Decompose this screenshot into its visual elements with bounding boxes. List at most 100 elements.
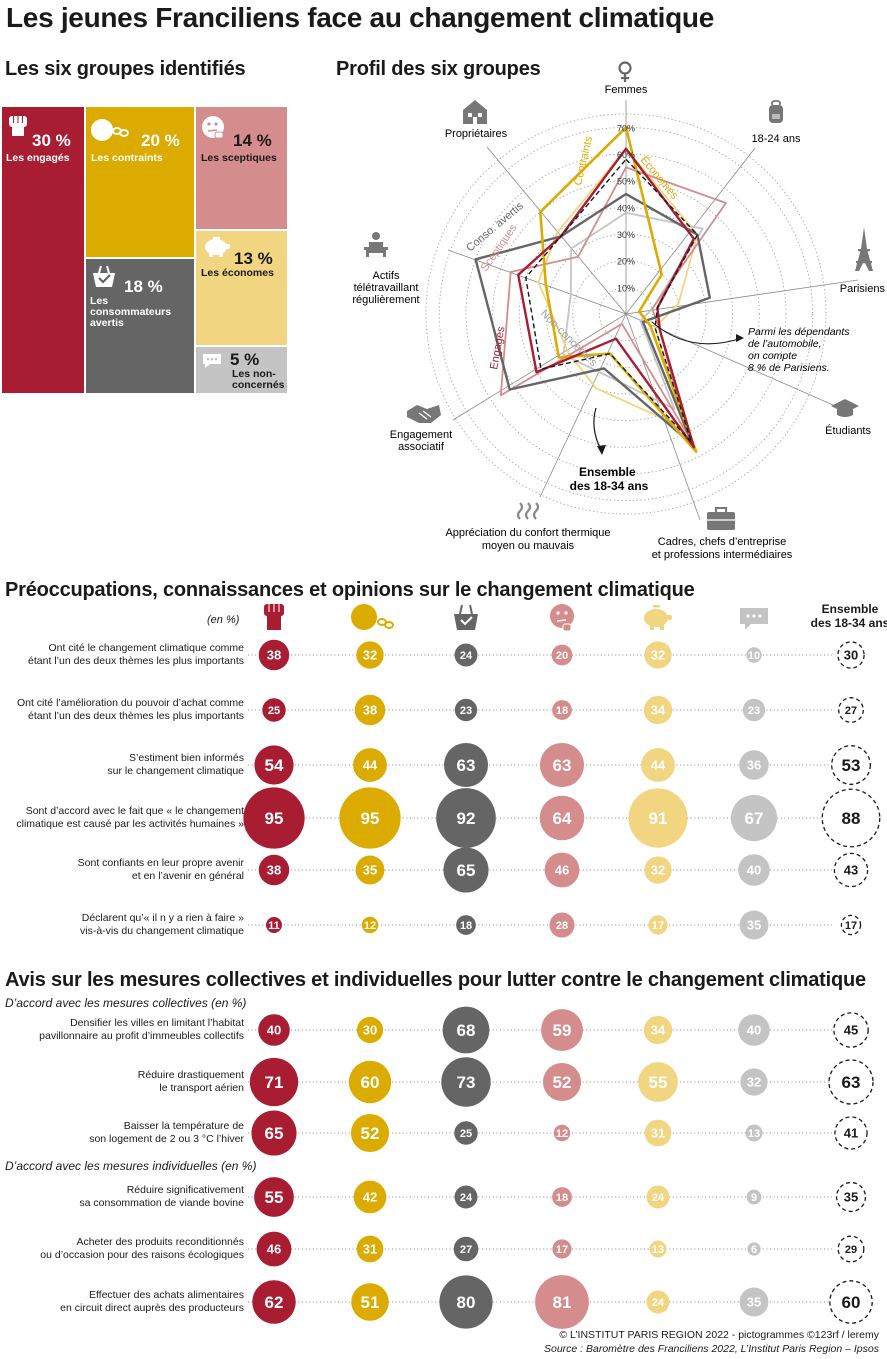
value-bubble	[258, 639, 290, 671]
ball-and-chain-icon	[91, 119, 129, 141]
pct-engages: 30 %	[32, 131, 71, 150]
value-label: 63	[457, 756, 476, 775]
row-label-line: étant l’un des deux thèmes les plus impo…	[28, 710, 244, 722]
value-label: 40	[747, 863, 761, 878]
axis-label-confort: Appréciation du confort thermique moyen o…	[445, 527, 610, 552]
pct-sceptiques: 14 %	[233, 131, 272, 150]
value-bubble	[746, 647, 762, 663]
value-bubble	[454, 1185, 478, 1209]
radar-axis	[539, 313, 627, 498]
value-label: 13	[652, 1244, 664, 1256]
radar-chart: 10%20%30%40%50%60%70% Femmes 1	[352, 61, 885, 561]
radar-axis	[447, 249, 627, 315]
label-engages: Les engagés	[6, 152, 70, 164]
value-bubble	[443, 742, 489, 788]
value-label: 54	[265, 756, 284, 775]
value-label: 10	[748, 650, 760, 662]
value-label: 38	[363, 703, 377, 718]
value-bubble	[646, 1290, 670, 1314]
value-label: 65	[457, 861, 476, 880]
axis-label-femmes: Femmes	[605, 84, 648, 96]
house-icon	[463, 100, 487, 124]
radar-axis	[452, 313, 627, 421]
value-label: 40	[267, 1023, 281, 1038]
value-bubble	[258, 1014, 290, 1046]
value-label: 18	[460, 920, 472, 932]
briefcase-icon	[707, 507, 735, 530]
row-label-line: vis-à-vis du changement climatique	[80, 925, 244, 937]
value-label: 91	[649, 809, 668, 828]
tile-consommateurs: 18 % Les consommateurs avertis	[86, 259, 194, 393]
value-bubble	[456, 915, 476, 935]
piggy-bank-icon	[644, 605, 672, 630]
value-label: 32	[747, 1075, 761, 1090]
row-label-line: Baisser la température de	[123, 1120, 244, 1132]
label-non-concernes: Les non-concernés	[232, 368, 285, 391]
value-bubble	[638, 1062, 678, 1102]
value-label: 92	[457, 809, 476, 828]
value-label: 67	[745, 809, 764, 828]
axis-label-proprietaires: Propriétaires	[445, 128, 508, 140]
handshake-icon	[407, 405, 441, 423]
fist-icon	[9, 116, 27, 136]
value-bubble	[356, 1235, 384, 1263]
row-label-line: sur le changement climatique	[107, 765, 244, 777]
value-bubble	[740, 1068, 768, 1096]
value-label: 27	[845, 705, 857, 717]
value-label: 34	[651, 1023, 666, 1038]
value-bubble	[648, 915, 668, 935]
row-label-line: Ont cité l’amélioration du pouvoir d’ach…	[16, 697, 244, 709]
ensemble-bubble	[829, 1280, 873, 1324]
tile-engages: 30 % Les engagés	[2, 107, 84, 393]
row-label: Acheter des produits reconditionnés ou d’…	[0, 1236, 244, 1262]
value-bubble	[262, 698, 286, 722]
parisiens-annotation: Parmi les dépendants de l’automobile, on…	[651, 321, 850, 374]
value-label: 59	[553, 1021, 572, 1040]
row-label-line: pavillonnaire au profit d’immeubles coll…	[39, 1030, 244, 1042]
value-bubble	[353, 1180, 387, 1214]
value-label: 88	[842, 809, 861, 828]
value-bubble	[454, 698, 478, 722]
value-label: 35	[747, 1295, 761, 1310]
column-icons	[264, 604, 768, 632]
eiffel-tower-icon	[855, 227, 873, 271]
ensemble-label: Ensemble des 18-34 ans	[570, 465, 649, 493]
row-label-line: étant l’un des deux thèmes les plus impo…	[28, 655, 244, 667]
backpack-icon	[769, 100, 783, 123]
value-bubble	[539, 742, 585, 788]
unit-label: (en %)	[207, 614, 240, 626]
value-bubble	[439, 1275, 493, 1329]
row-label-line: Effectuer des achats alimentaires	[88, 1289, 244, 1301]
value-bubble	[361, 916, 379, 934]
radar-series-line	[525, 158, 699, 443]
value-label: 17	[845, 920, 857, 932]
value-label: 30	[363, 1023, 377, 1038]
axis-label-cadres: Cadres, chefs d’entreprise et professions…	[652, 536, 793, 561]
value-bubble	[552, 1187, 572, 1207]
row-label-line: climatique est causé par les activités h…	[16, 818, 244, 830]
value-bubble	[249, 1057, 299, 1107]
pct-contraints: 20 %	[141, 131, 180, 150]
value-bubble	[552, 700, 572, 720]
grid-ring	[598, 286, 654, 342]
ensemble-bubble	[833, 852, 869, 888]
pct-non-concernes: 5 %	[230, 350, 260, 369]
value-bubble	[339, 787, 401, 849]
row-label: S’estiment bien informés sur le changemen…	[0, 752, 244, 778]
annotation-line: Parmi les dépendants	[748, 326, 850, 338]
value-bubble	[541, 1009, 583, 1051]
tile-non-concernes: 5 % Les non-concernés	[196, 347, 287, 393]
value-label: 40	[747, 1023, 761, 1038]
value-label: 51	[361, 1293, 380, 1312]
annotation-line: on compte	[748, 350, 797, 362]
radar-tick-label: 60%	[617, 150, 635, 160]
value-bubble	[646, 1185, 670, 1209]
ball-and-chain-icon	[351, 604, 394, 630]
axis-label-18-24: 18-24 ans	[752, 133, 801, 145]
ensemble-bubble	[831, 745, 871, 785]
value-label: 24	[652, 1192, 665, 1204]
value-bubble	[454, 1121, 478, 1145]
value-label: 25	[460, 1128, 472, 1140]
